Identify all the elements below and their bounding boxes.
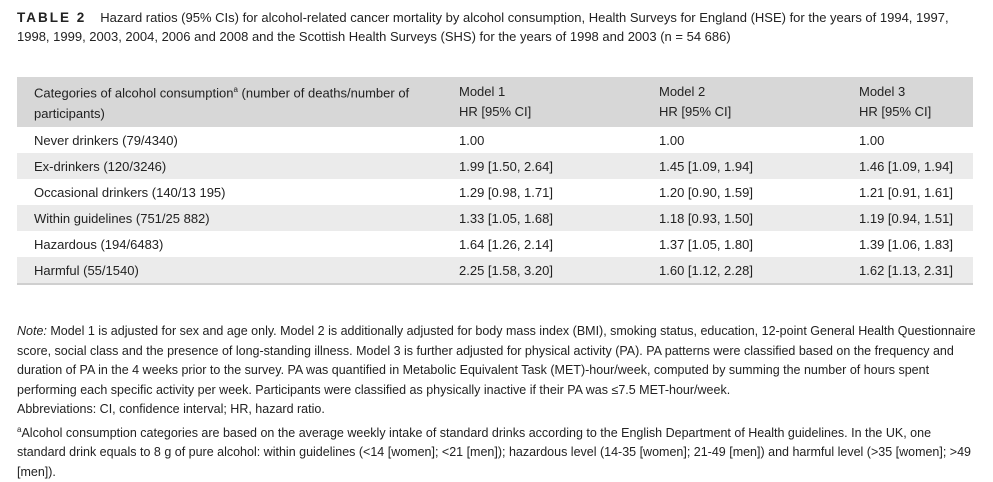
cell-m3: 1.21 [0.91, 1.61]	[859, 179, 973, 205]
table-row: Harmful (55/1540)2.25 [1.58, 3.20]1.60 […	[17, 257, 973, 284]
table-notes: Note: Model 1 is adjusted for sex and ag…	[17, 322, 977, 482]
cell-m1: 2.25 [1.58, 3.20]	[459, 257, 659, 284]
model-2-label: Model 2	[659, 84, 705, 99]
abbreviations: Abbreviations: CI, confidence interval; …	[17, 400, 977, 420]
hazard-ratio-table: Categories of alcohol consumptiona (numb…	[17, 77, 973, 285]
cell-m2: 1.20 [0.90, 1.59]	[659, 179, 859, 205]
cell-m2: 1.00	[659, 127, 859, 153]
cell-m3: 1.62 [1.13, 2.31]	[859, 257, 973, 284]
cell-category: Ex-drinkers (120/3246)	[17, 153, 459, 179]
table-row: Ex-drinkers (120/3246)1.99 [1.50, 2.64]1…	[17, 153, 973, 179]
cell-m1: 1.64 [1.26, 2.14]	[459, 231, 659, 257]
cell-m2: 1.18 [0.93, 1.50]	[659, 205, 859, 231]
cell-m1: 1.33 [1.05, 1.68]	[459, 205, 659, 231]
footnote: aAlcohol consumption categories are base…	[17, 420, 977, 482]
header-model-3: Model 3 HR [95% CI]	[859, 77, 973, 127]
cell-category: Harmful (55/1540)	[17, 257, 459, 284]
hr-label: HR [95% CI]	[659, 104, 731, 119]
header-category: Categories of alcohol consumptiona (numb…	[17, 77, 459, 127]
note-paragraph: Note: Model 1 is adjusted for sex and ag…	[17, 322, 977, 400]
model-3-label: Model 3	[859, 84, 905, 99]
table-row: Hazardous (194/6483)1.64 [1.26, 2.14]1.3…	[17, 231, 973, 257]
header-row: Categories of alcohol consumptiona (numb…	[17, 77, 973, 127]
hr-label: HR [95% CI]	[459, 104, 531, 119]
model-1-label: Model 1	[459, 84, 505, 99]
header-category-text: Categories of alcohol consumption	[34, 86, 233, 101]
cell-m1: 1.00	[459, 127, 659, 153]
cell-category: Hazardous (194/6483)	[17, 231, 459, 257]
table-row: Within guidelines (751/25 882)1.33 [1.05…	[17, 205, 973, 231]
footnote-text: Alcohol consumption categories are based…	[17, 426, 971, 479]
cell-category: Never drinkers (79/4340)	[17, 127, 459, 153]
header-model-1: Model 1 HR [95% CI]	[459, 77, 659, 127]
cell-m2: 1.37 [1.05, 1.80]	[659, 231, 859, 257]
cell-m3: 1.46 [1.09, 1.94]	[859, 153, 973, 179]
hr-label: HR [95% CI]	[859, 104, 931, 119]
cell-m3: 1.19 [0.94, 1.51]	[859, 205, 973, 231]
header-model-2: Model 2 HR [95% CI]	[659, 77, 859, 127]
cell-m1: 1.99 [1.50, 2.64]	[459, 153, 659, 179]
note-label: Note:	[17, 324, 47, 338]
table-label: TABLE 2	[17, 10, 86, 25]
cell-m2: 1.45 [1.09, 1.94]	[659, 153, 859, 179]
cell-m3: 1.39 [1.06, 1.83]	[859, 231, 973, 257]
cell-m1: 1.29 [0.98, 1.71]	[459, 179, 659, 205]
table-row: Occasional drinkers (140/13 195)1.29 [0.…	[17, 179, 973, 205]
cell-category: Occasional drinkers (140/13 195)	[17, 179, 459, 205]
cell-category: Within guidelines (751/25 882)	[17, 205, 459, 231]
cell-m3: 1.00	[859, 127, 973, 153]
cell-m2: 1.60 [1.12, 2.28]	[659, 257, 859, 284]
note-text: Model 1 is adjusted for sex and age only…	[17, 324, 976, 397]
caption-text: Hazard ratios (95% CIs) for alcohol-rela…	[17, 10, 949, 44]
